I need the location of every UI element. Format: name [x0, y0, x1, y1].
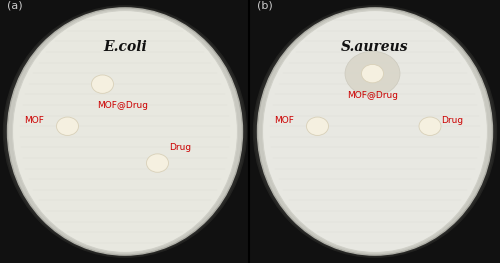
- Ellipse shape: [146, 154, 169, 172]
- Ellipse shape: [254, 6, 496, 257]
- Text: (b): (b): [258, 0, 273, 10]
- Text: (a): (a): [8, 0, 23, 10]
- Ellipse shape: [8, 8, 242, 255]
- Ellipse shape: [4, 6, 246, 257]
- Text: S.aureus: S.aureus: [341, 40, 409, 54]
- Text: MOF@Drug: MOF@Drug: [347, 92, 398, 100]
- Ellipse shape: [12, 11, 237, 252]
- Ellipse shape: [306, 117, 328, 135]
- Ellipse shape: [56, 117, 78, 135]
- Ellipse shape: [262, 11, 488, 252]
- Ellipse shape: [362, 64, 384, 83]
- Text: Drug: Drug: [442, 117, 464, 125]
- Text: E.coli: E.coli: [103, 40, 147, 54]
- Text: Drug: Drug: [169, 143, 191, 152]
- Text: MOF: MOF: [274, 117, 294, 125]
- Ellipse shape: [258, 8, 492, 255]
- Ellipse shape: [92, 75, 114, 93]
- Text: MOF@Drug: MOF@Drug: [97, 101, 148, 110]
- Ellipse shape: [419, 117, 441, 135]
- Ellipse shape: [345, 51, 400, 96]
- Text: MOF: MOF: [24, 117, 44, 125]
